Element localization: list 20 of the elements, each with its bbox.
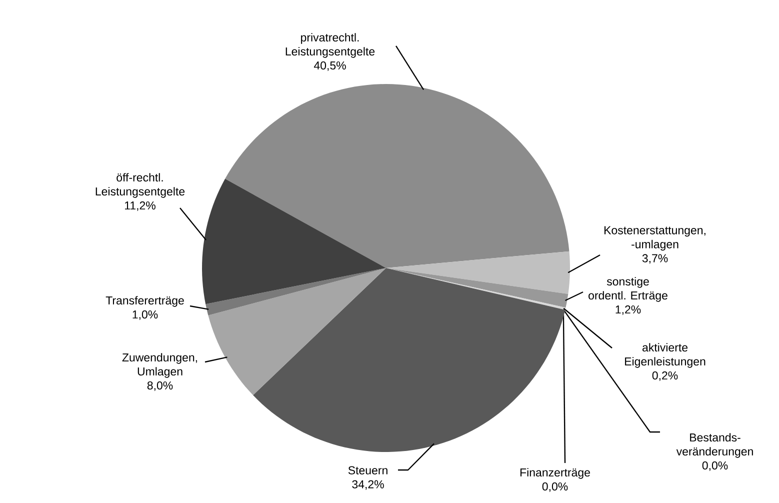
- data-label: 3,7%: [642, 254, 668, 264]
- data-label: 1,0%: [132, 310, 158, 320]
- data-label: 40,5%: [314, 61, 346, 71]
- data-label: 0,2%: [652, 371, 678, 381]
- text: 0,0%: [542, 482, 568, 492]
- slice-label: Transfererträge: [106, 296, 184, 307]
- data-label: 34,2%: [352, 480, 384, 490]
- slice-label: Steuern: [348, 466, 388, 474]
- data-label: 8,0%: [147, 381, 173, 391]
- category-label: Bestands- veränderungen: [676, 433, 753, 458]
- slice-label: öff-rechtl. Leistungsentgelte: [96, 173, 185, 198]
- slice-label: Kostenerstattungen, -umlagen: [604, 226, 706, 251]
- text: 0,0%: [702, 461, 728, 471]
- slice-label: Zuwendungen, Umlagen: [122, 353, 197, 378]
- category-label: Finanzerträge: [520, 468, 590, 479]
- slice-label: sonstige ordentl. Erträge: [588, 277, 668, 302]
- data-label: 11,2%: [125, 201, 156, 211]
- slice-label: privatrechtl. Leistungsentgelte: [286, 33, 375, 58]
- slice-label: aktivierte Eigenleistungen: [625, 343, 706, 368]
- data-label: 1,2%: [616, 305, 641, 315]
